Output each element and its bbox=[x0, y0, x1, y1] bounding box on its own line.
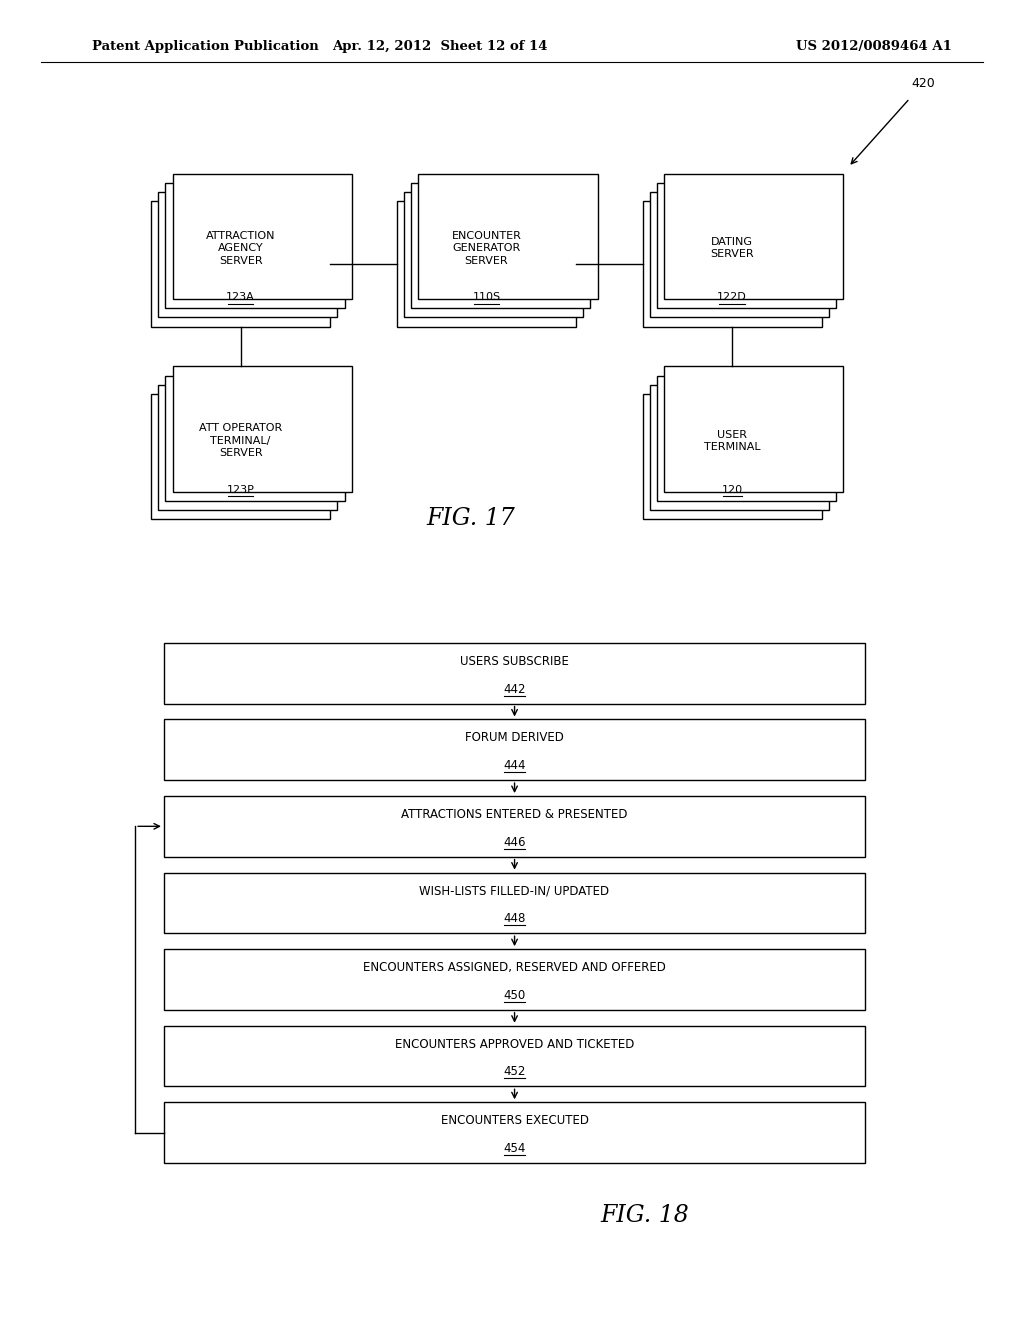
Bar bbox=[643, 393, 821, 519]
Text: ENCOUNTERS EXECUTED: ENCOUNTERS EXECUTED bbox=[440, 1114, 589, 1127]
Text: USERS SUBSCRIBE: USERS SUBSCRIBE bbox=[460, 655, 569, 668]
Bar bbox=[152, 201, 330, 326]
Text: ENCOUNTER
GENERATOR
SERVER: ENCOUNTER GENERATOR SERVER bbox=[452, 231, 521, 265]
Text: 454: 454 bbox=[504, 1142, 525, 1155]
Text: FIG. 17: FIG. 17 bbox=[427, 507, 515, 531]
Text: 444: 444 bbox=[504, 759, 525, 772]
Bar bbox=[166, 182, 344, 308]
Text: 123P: 123P bbox=[226, 484, 255, 495]
Bar bbox=[166, 375, 344, 500]
Bar bbox=[164, 719, 865, 780]
Text: 446: 446 bbox=[504, 836, 525, 849]
Text: 123A: 123A bbox=[226, 292, 255, 302]
Bar bbox=[396, 201, 575, 326]
Bar bbox=[164, 1102, 865, 1163]
Bar bbox=[172, 173, 352, 298]
Text: WISH-LISTS FILLED-IN/ UPDATED: WISH-LISTS FILLED-IN/ UPDATED bbox=[420, 884, 609, 898]
Bar bbox=[664, 366, 843, 491]
Bar bbox=[418, 173, 597, 298]
Bar bbox=[649, 385, 828, 510]
Bar bbox=[172, 366, 352, 491]
Text: 450: 450 bbox=[504, 989, 525, 1002]
Bar bbox=[649, 191, 828, 317]
Text: ATTRACTIONS ENTERED & PRESENTED: ATTRACTIONS ENTERED & PRESENTED bbox=[401, 808, 628, 821]
Text: ATTRACTION
AGENCY
SERVER: ATTRACTION AGENCY SERVER bbox=[206, 231, 275, 265]
Bar bbox=[158, 385, 338, 510]
Text: ATT OPERATOR
TERMINAL/
SERVER: ATT OPERATOR TERMINAL/ SERVER bbox=[199, 424, 283, 458]
Text: Patent Application Publication: Patent Application Publication bbox=[92, 40, 318, 53]
Text: FIG. 18: FIG. 18 bbox=[601, 1204, 689, 1228]
Text: Apr. 12, 2012  Sheet 12 of 14: Apr. 12, 2012 Sheet 12 of 14 bbox=[333, 40, 548, 53]
Bar bbox=[164, 643, 865, 704]
Text: 448: 448 bbox=[504, 912, 525, 925]
Bar bbox=[152, 393, 330, 519]
Bar bbox=[164, 873, 865, 933]
Bar bbox=[403, 191, 583, 317]
Text: 120: 120 bbox=[722, 484, 742, 495]
Text: DATING
SERVER: DATING SERVER bbox=[711, 238, 754, 259]
Text: 452: 452 bbox=[504, 1065, 525, 1078]
Text: ENCOUNTERS ASSIGNED, RESERVED AND OFFERED: ENCOUNTERS ASSIGNED, RESERVED AND OFFERE… bbox=[364, 961, 666, 974]
Text: USER
TERMINAL: USER TERMINAL bbox=[703, 430, 761, 451]
Text: 420: 420 bbox=[912, 78, 936, 90]
Text: US 2012/0089464 A1: US 2012/0089464 A1 bbox=[797, 40, 952, 53]
Bar bbox=[411, 182, 590, 308]
Bar bbox=[164, 949, 865, 1010]
Text: FORUM DERIVED: FORUM DERIVED bbox=[465, 731, 564, 744]
Bar bbox=[158, 191, 338, 317]
Text: 122D: 122D bbox=[717, 292, 748, 302]
Text: 110S: 110S bbox=[472, 292, 501, 302]
Text: 442: 442 bbox=[504, 682, 525, 696]
Bar bbox=[664, 173, 843, 298]
Bar bbox=[643, 201, 821, 326]
Bar bbox=[657, 375, 836, 500]
Bar bbox=[164, 796, 865, 857]
Text: ENCOUNTERS APPROVED AND TICKETED: ENCOUNTERS APPROVED AND TICKETED bbox=[395, 1038, 634, 1051]
Bar bbox=[164, 1026, 865, 1086]
Bar bbox=[657, 182, 836, 308]
